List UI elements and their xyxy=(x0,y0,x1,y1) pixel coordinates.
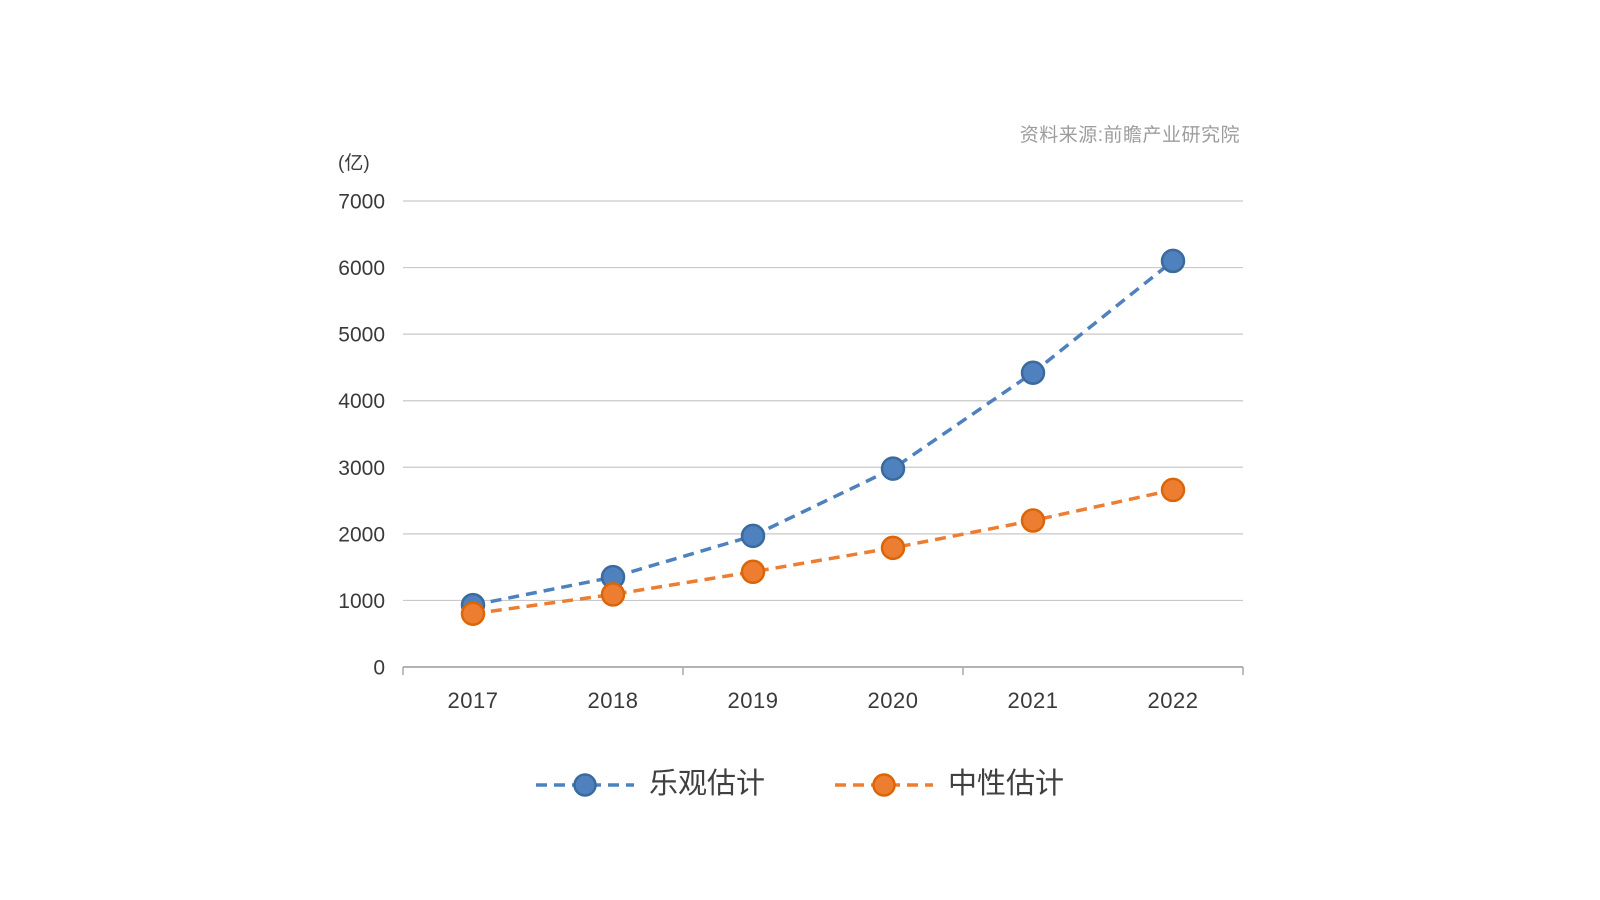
data-point-marker xyxy=(600,582,626,607)
chart-legend: 乐观估计 中性估计 xyxy=(0,770,1600,799)
data-point-marker xyxy=(1160,477,1186,503)
data-point-marker xyxy=(460,601,486,626)
x-axis-tick-label: 2019 xyxy=(728,688,779,713)
data-point-marker xyxy=(740,559,766,585)
data-point-marker xyxy=(880,456,906,481)
x-axis-tick-label: 2022 xyxy=(1148,688,1199,713)
data-point-marker xyxy=(880,535,906,561)
data-point-marker xyxy=(1020,360,1046,386)
x-axis-tick-label: 2018 xyxy=(588,688,639,713)
y-axis-tick-label: 5000 xyxy=(338,324,385,347)
source-note: 资料来源:前瞻产业研究院 xyxy=(1019,125,1240,146)
legend-item-optimistic: 乐观估计 xyxy=(535,768,765,800)
y-axis-tick-label: 3000 xyxy=(338,457,385,480)
y-axis-tick-label: 0 xyxy=(373,657,385,680)
data-point-marker xyxy=(740,523,766,549)
y-axis-tick-label: 7000 xyxy=(338,191,385,214)
y-axis-tick-label: 6000 xyxy=(338,257,385,280)
data-point-marker xyxy=(1160,248,1186,274)
x-axis-tick-label: 2020 xyxy=(868,688,919,713)
dashed-line-marker-icon xyxy=(535,772,634,797)
dashed-line-marker-icon xyxy=(835,772,933,797)
y-axis-unit-label: (亿) xyxy=(338,153,370,174)
series-line xyxy=(472,488,1174,616)
y-axis-tick-label: 1000 xyxy=(338,590,385,613)
legend-label-neutral: 中性估计 xyxy=(948,768,1065,800)
x-axis-tick-label: 2021 xyxy=(1008,688,1059,713)
legend-item-neutral: 中性估计 xyxy=(835,770,1064,799)
y-axis-tick-label: 4000 xyxy=(338,390,385,413)
y-axis-tick-label: 2000 xyxy=(338,523,385,546)
legend-label-optimistic: 乐观估计 xyxy=(648,768,765,800)
x-axis-tick-label: 2017 xyxy=(448,688,499,713)
data-point-marker xyxy=(1020,508,1046,533)
series-line xyxy=(472,259,1175,607)
